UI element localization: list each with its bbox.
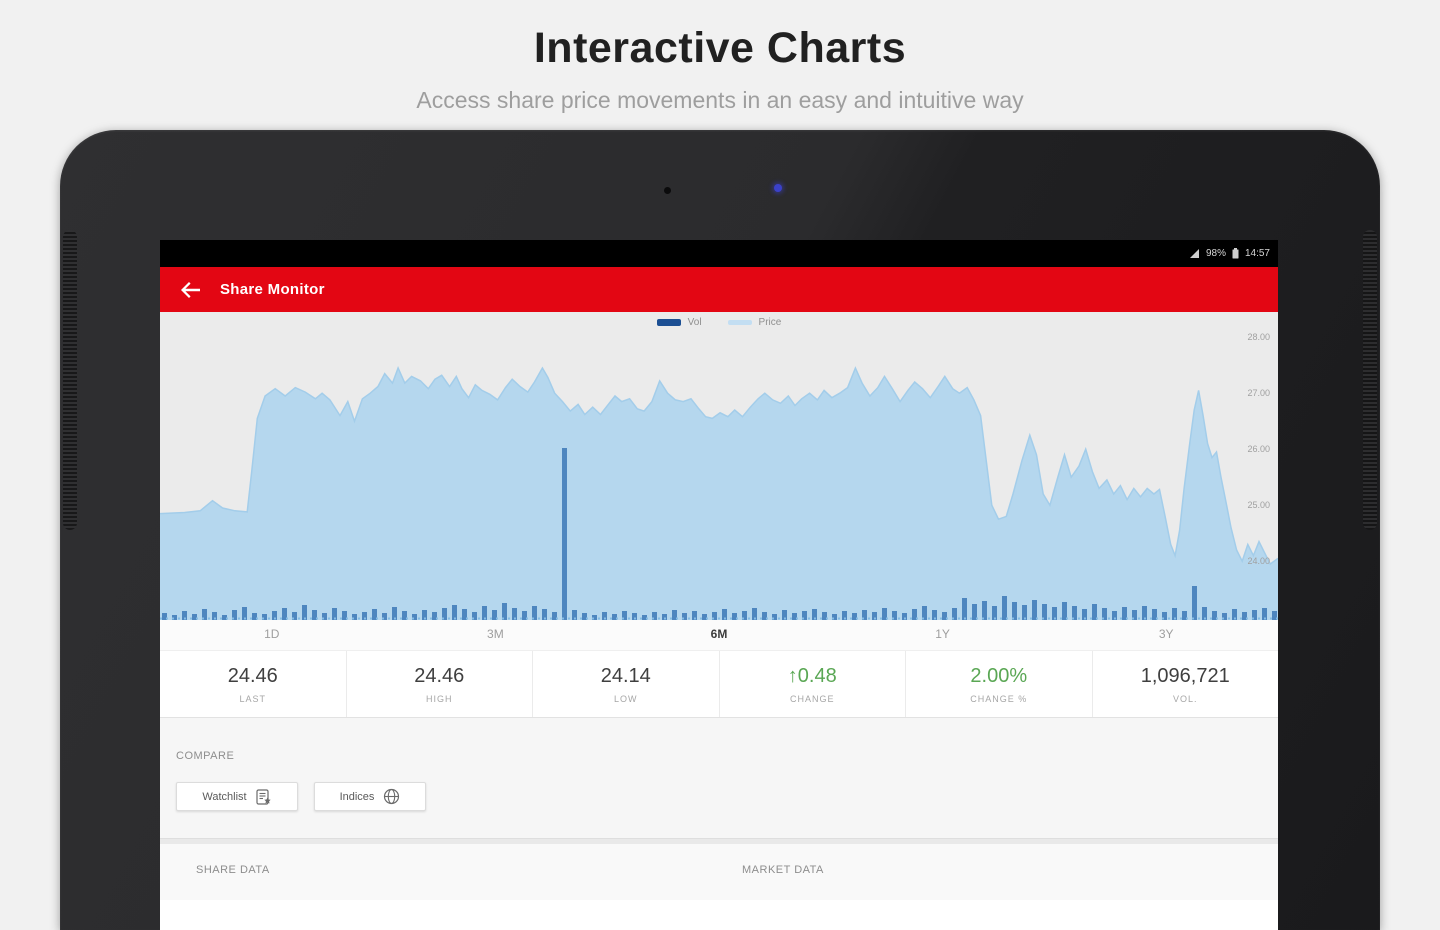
svg-text:28.00: 28.00 (1247, 332, 1270, 342)
price-swatch (727, 320, 752, 325)
tablet-device: 98% 14:57 Share Monitor 28.00 27.00 26.00 2… (60, 130, 1380, 930)
stat-last-label: LAST (239, 693, 266, 704)
stat-last: 24.46 LAST (160, 651, 347, 717)
signal-icon (1189, 249, 1199, 258)
back-arrow-icon (180, 281, 200, 298)
promo-header: Interactive Charts Access share price mo… (0, 0, 1440, 114)
app-bar: Share Monitor (160, 267, 1278, 312)
tab-1d[interactable]: 1D (264, 627, 280, 641)
chart-legend: Vol Price (160, 317, 1278, 328)
back-button[interactable] (160, 267, 220, 312)
vol-label: Vol (687, 317, 702, 328)
stat-low: 24.14 LOW (533, 651, 720, 717)
front-camera (774, 184, 782, 192)
status-bar: 98% 14:57 (160, 240, 1278, 267)
stat-high-value: 24.46 (414, 664, 465, 687)
page-subtitle: Access share price movements in an easy … (416, 87, 1024, 113)
watchlist-button[interactable]: Watchlist (176, 782, 298, 811)
legend-item-price[interactable]: Price (727, 317, 782, 328)
stat-high-label: HIGH (426, 693, 453, 704)
tab-6m[interactable]: 6M (710, 627, 728, 641)
tab-1y[interactable]: 1Y (935, 627, 950, 641)
svg-text:27.00: 27.00 (1247, 388, 1270, 398)
svg-text:26.00: 26.00 (1247, 444, 1270, 454)
watchlist-icon (256, 788, 271, 805)
stats-row: 24.46 LAST 24.46 HIGH 24.14 LOW ↑0.48 CH… (160, 650, 1278, 718)
stat-change-pct-label: CHANGE % (970, 693, 1028, 704)
compare-label: COMPARE (176, 750, 235, 762)
tablet-screen: 98% 14:57 Share Monitor 28.00 27.00 26.00 2… (160, 240, 1278, 930)
watchlist-button-label: Watchlist (202, 790, 247, 803)
data-headers: SHARE DATA MARKET DATA (160, 844, 1278, 900)
price-label: Price (758, 317, 782, 328)
range-tabs: 1D 3M 6M 1Y 3Y (160, 620, 1278, 650)
battery-percent: 98% (1205, 248, 1226, 259)
share-data-header: SHARE DATA (196, 864, 270, 876)
market-data-header: MARKET DATA (742, 864, 824, 876)
tab-3y[interactable]: 3Y (1158, 627, 1174, 641)
section-divider (160, 838, 1278, 844)
stat-volume-label: VOL. (1172, 693, 1198, 704)
page-title: Interactive Charts (533, 24, 907, 72)
globe-icon (384, 788, 400, 805)
stat-low-label: LOW (613, 693, 638, 704)
stat-last-value: 24.46 (227, 664, 278, 687)
app-bar-title: Share Monitor (220, 281, 325, 298)
speaker-grille-left (63, 230, 77, 530)
price-volume-chart[interactable]: 28.00 27.00 26.00 25.00 24.00 Vol Price (160, 312, 1278, 620)
stat-volume: 1,096,721 VOL. (1093, 651, 1279, 717)
stat-volume-value: 1,096,721 (1140, 664, 1230, 687)
clock: 14:57 (1244, 248, 1270, 259)
stat-change-value: ↑0.48 (787, 664, 837, 687)
stat-change-pct: 2.00% CHANGE % (906, 651, 1093, 717)
stat-low-value: 24.14 (600, 664, 651, 687)
sensor-dot (664, 187, 671, 194)
vol-swatch (656, 319, 681, 326)
stat-change: ↑0.48 CHANGE (720, 651, 906, 717)
indices-button-label: Indices (339, 790, 375, 803)
stat-high: 24.46 HIGH (347, 651, 533, 717)
chart-svg: 28.00 27.00 26.00 25.00 24.00 (160, 332, 1278, 620)
svg-text:24.00: 24.00 (1247, 556, 1270, 566)
stat-change-pct-value: 2.00% (970, 664, 1028, 687)
legend-item-vol[interactable]: Vol (656, 317, 702, 328)
stat-change-label: CHANGE (789, 693, 835, 704)
indices-button[interactable]: Indices (314, 782, 426, 811)
tab-3m[interactable]: 3M (487, 627, 504, 641)
compare-section: COMPARE Watchlist Indices (160, 718, 1278, 838)
svg-text:25.00: 25.00 (1247, 500, 1270, 510)
battery-icon (1232, 248, 1239, 259)
speaker-grille-right (1363, 230, 1377, 530)
